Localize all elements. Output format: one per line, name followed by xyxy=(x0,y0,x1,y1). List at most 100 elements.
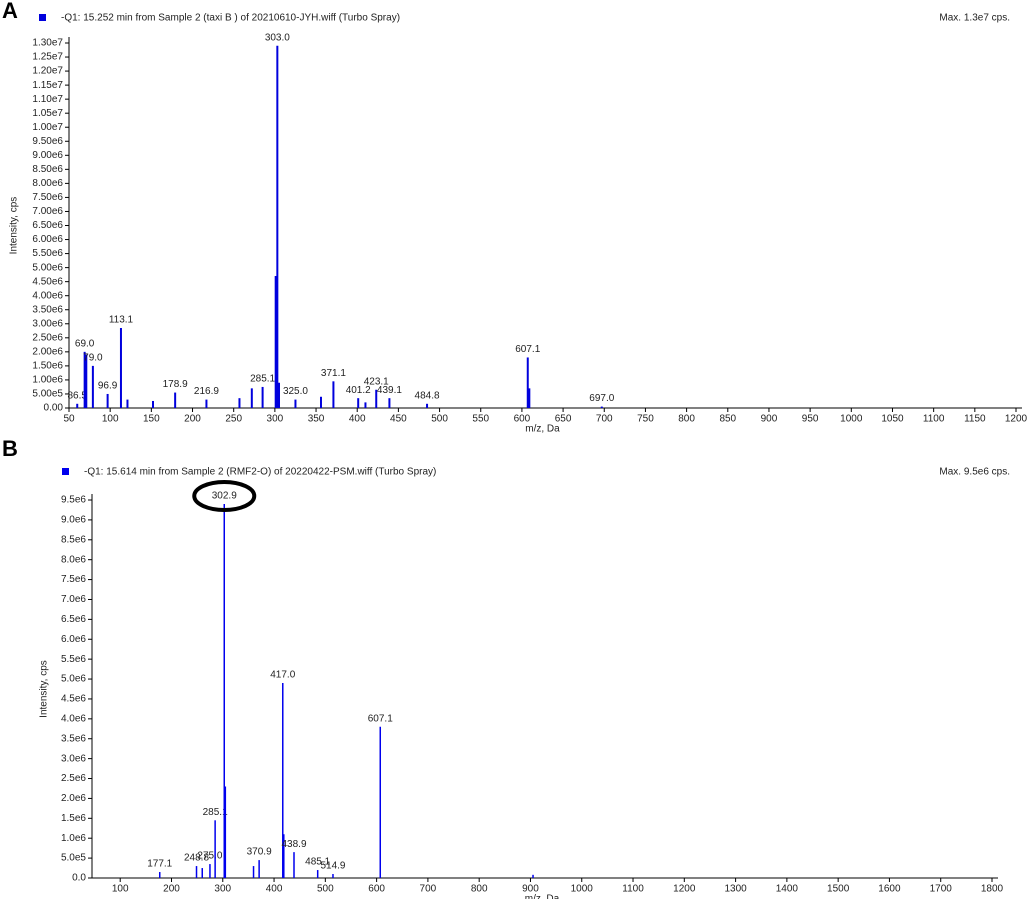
y-tick-label: 0.0 xyxy=(72,873,86,884)
y-tick-label: 1.25e7 xyxy=(32,52,63,63)
y-tick-label: 5.00e5 xyxy=(32,389,63,400)
peak-label: 96.9 xyxy=(98,381,118,392)
y-tick-label: 9.00e6 xyxy=(32,150,63,161)
x-tick-label: 900 xyxy=(522,884,539,895)
y-tick-label: 2.5e6 xyxy=(61,773,86,784)
y-tick-label: 7.00e6 xyxy=(32,206,63,217)
x-tick-label: 1300 xyxy=(724,884,747,895)
y-tick-label: 5.5e6 xyxy=(61,654,86,665)
y-tick-label: 9.50e6 xyxy=(32,136,63,147)
x-tick-label: 550 xyxy=(472,414,489,425)
y-tick-label: 4.50e6 xyxy=(32,276,63,287)
y-tick-label: 1.10e7 xyxy=(32,94,63,105)
peak-label: 216.9 xyxy=(194,386,219,397)
x-tick-label: 350 xyxy=(308,414,325,425)
x-tick-label: 1700 xyxy=(930,884,953,895)
x-axis-label: m/z, Da xyxy=(525,894,560,899)
peak-label: 285.1 xyxy=(203,807,228,818)
y-tick-label: 8.50e6 xyxy=(32,164,63,175)
x-tick-label: 1150 xyxy=(964,414,986,425)
y-tick-label: 5.50e6 xyxy=(32,248,63,259)
y-tick-label: 1.5e6 xyxy=(61,813,86,824)
x-tick-label: 650 xyxy=(555,414,572,425)
peak-label: 285.1 xyxy=(250,374,275,385)
x-tick-label: 400 xyxy=(266,884,283,895)
peak-label: 417.0 xyxy=(270,670,295,681)
x-tick-label: 300 xyxy=(214,884,231,895)
x-tick-label: 1100 xyxy=(622,884,644,895)
x-tick-label: 1100 xyxy=(923,414,945,425)
y-tick-label: 5.0e6 xyxy=(61,674,86,685)
y-tick-label: 8.0e6 xyxy=(61,554,86,565)
x-tick-label: 1400 xyxy=(776,884,799,895)
x-tick-label: 600 xyxy=(514,414,531,425)
x-tick-label: 100 xyxy=(102,414,119,425)
y-tick-label: 4.00e6 xyxy=(32,290,63,301)
y-tick-label: 5.0e5 xyxy=(61,853,86,864)
y-tick-label: 6.50e6 xyxy=(32,220,63,231)
x-tick-label: 1600 xyxy=(878,884,901,895)
max-label: Max. 9.5e6 cps. xyxy=(939,467,1010,478)
peak-label: 248.8 xyxy=(184,853,209,864)
peak-label: 438.9 xyxy=(281,839,306,850)
peak-label: 303.0 xyxy=(265,32,290,43)
y-tick-label: 7.0e6 xyxy=(61,594,86,605)
y-tick-label: 7.5e6 xyxy=(61,574,86,585)
x-tick-label: 100 xyxy=(112,884,129,895)
x-tick-label: 700 xyxy=(420,884,437,895)
y-tick-label: 1.30e7 xyxy=(32,38,63,49)
peak-label: 484.8 xyxy=(415,390,440,401)
y-tick-label: 1.20e7 xyxy=(32,66,63,77)
x-tick-label: 800 xyxy=(678,414,695,425)
x-tick-label: 450 xyxy=(390,414,407,425)
chart-title: -Q1: 15.252 min from Sample 2 (taxi B ) … xyxy=(61,13,400,24)
y-tick-label: 1.00e6 xyxy=(32,375,63,386)
x-tick-label: 1800 xyxy=(981,884,1004,895)
x-tick-label: 900 xyxy=(761,414,778,425)
y-tick-label: 4.0e6 xyxy=(61,713,86,724)
x-tick-label: 500 xyxy=(317,884,334,895)
peak-label: 86.5 xyxy=(68,390,88,401)
y-tick-label: 1.00e7 xyxy=(32,122,63,133)
peak-label: 113.1 xyxy=(109,315,134,326)
y-tick-label: 5.00e6 xyxy=(32,262,63,273)
peak-label: 79.0 xyxy=(83,353,103,364)
peak-label: 177.1 xyxy=(147,859,172,870)
y-tick-label: 7.50e6 xyxy=(32,192,63,203)
legend-swatch xyxy=(62,468,69,475)
y-tick-label: 1.05e7 xyxy=(32,108,63,119)
y-tick-label: 0.00 xyxy=(44,403,64,414)
x-tick-label: 1200 xyxy=(673,884,696,895)
y-tick-label: 8.00e6 xyxy=(32,178,63,189)
highlight-circle xyxy=(192,479,257,512)
y-axis-label: Intensity, cps xyxy=(39,660,50,718)
y-tick-label: 3.50e6 xyxy=(32,304,63,315)
max-label: Max. 1.3e7 cps. xyxy=(939,13,1010,24)
y-tick-label: 9.0e6 xyxy=(61,515,86,526)
peak-label: 370.9 xyxy=(247,847,272,858)
x-tick-label: 400 xyxy=(349,414,366,425)
y-tick-label: 6.00e6 xyxy=(32,234,63,245)
y-tick-label: 9.5e6 xyxy=(61,495,86,506)
x-tick-label: 1200 xyxy=(1005,414,1028,425)
y-tick-label: 8.5e6 xyxy=(61,534,86,545)
y-tick-label: 2.00e6 xyxy=(32,346,63,357)
chart-title: -Q1: 15.614 min from Sample 2 (RMF2-O) o… xyxy=(84,467,436,478)
y-tick-label: 3.5e6 xyxy=(61,733,86,744)
x-tick-label: 850 xyxy=(719,414,736,425)
peak-label: 302.9 xyxy=(212,491,237,502)
peak-label: 514.9 xyxy=(320,861,345,872)
x-tick-label: 1000 xyxy=(840,414,863,425)
x-tick-label: 500 xyxy=(431,414,448,425)
x-tick-label: 200 xyxy=(184,414,201,425)
x-tick-label: 250 xyxy=(225,414,242,425)
x-tick-label: 800 xyxy=(471,884,488,895)
legend-swatch xyxy=(39,14,46,21)
y-tick-label: 1.0e6 xyxy=(61,833,86,844)
y-tick-label: 2.0e6 xyxy=(61,793,86,804)
panel-letter: B xyxy=(2,436,18,461)
peak-label: 485.1 xyxy=(305,857,330,868)
peak-label: 178.9 xyxy=(163,379,188,390)
y-tick-label: 1.15e7 xyxy=(32,80,63,91)
